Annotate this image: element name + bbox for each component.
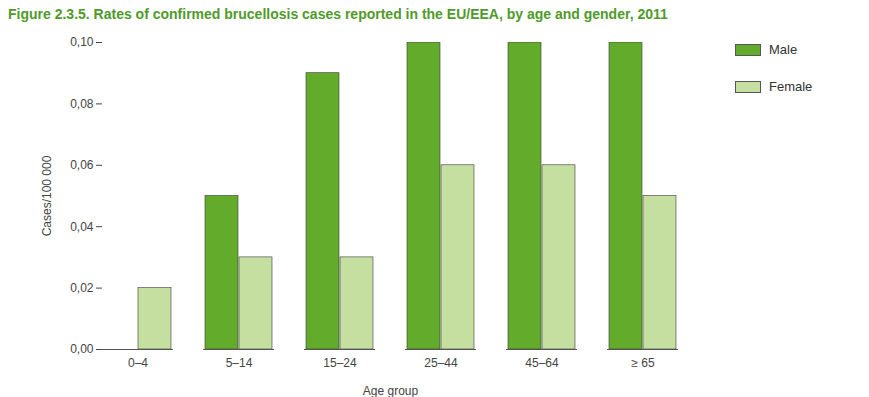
svg-text:0,04: 0,04 — [70, 220, 94, 234]
svg-text:≥ 65: ≥ 65 — [631, 356, 655, 370]
html-text:Male: Male — [769, 42, 798, 57]
svg-text:0,06: 0,06 — [70, 158, 94, 172]
svg-text:15–24: 15–24 — [323, 356, 357, 370]
svg-text:25–44: 25–44 — [424, 356, 458, 370]
svg-text:Age group: Age group — [363, 384, 419, 397]
svg-text:5–14: 5–14 — [226, 356, 253, 370]
svg-text:0,02: 0,02 — [70, 281, 94, 295]
html-text:Figure 2.3.5. Rates of confirm: Figure 2.3.5. Rates of confirmed brucell… — [8, 6, 668, 22]
svg-text:0,10: 0,10 — [70, 35, 94, 49]
svg-text:0,08: 0,08 — [70, 97, 94, 111]
html-text:Female: Female — [769, 79, 813, 94]
svg-text:0–4: 0–4 — [128, 356, 148, 370]
svg-text:Cases/100 000: Cases/100 000 — [40, 155, 54, 236]
svg-text:0,00: 0,00 — [70, 342, 94, 356]
svg-text:45–64: 45–64 — [525, 356, 559, 370]
